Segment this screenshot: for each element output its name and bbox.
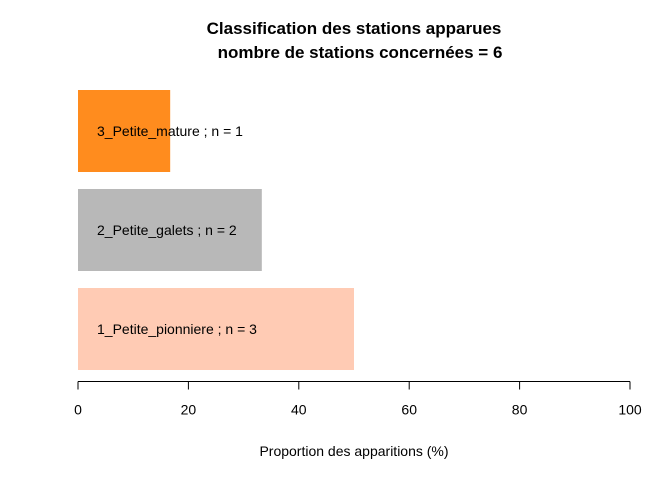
bars-group <box>78 90 354 370</box>
x-tick-label-0: 0 <box>74 402 82 418</box>
bar-label-1: 1_Petite_pionniere ; n = 3 <box>97 321 257 337</box>
x-axis: 0 20 40 60 80 100 <box>74 381 642 418</box>
x-tick-label-20: 20 <box>181 402 197 418</box>
chart-subtitle: nombre de stations concernées = 6 <box>218 43 503 62</box>
bar-labels-group: 1_Petite_pionniere ; n = 3 2_Petite_galet… <box>97 123 257 337</box>
bar-label-2: 2_Petite_galets ; n = 2 <box>97 222 237 238</box>
x-axis-title: Proportion des apparitions (%) <box>259 443 448 459</box>
bar-1 <box>78 288 354 370</box>
x-tick-label-40: 40 <box>291 402 307 418</box>
x-tick-label-100: 100 <box>618 402 642 418</box>
x-tick-label-80: 80 <box>512 402 528 418</box>
bar-label-3: 3_Petite_mature ; n = 1 <box>97 123 243 139</box>
x-tick-label-60: 60 <box>401 402 417 418</box>
bar-2 <box>78 189 262 271</box>
x-axis-ticks: 0 20 40 60 80 100 <box>74 381 642 418</box>
bar-3 <box>78 90 171 172</box>
chart-title: Classification des stations apparues <box>207 19 502 38</box>
